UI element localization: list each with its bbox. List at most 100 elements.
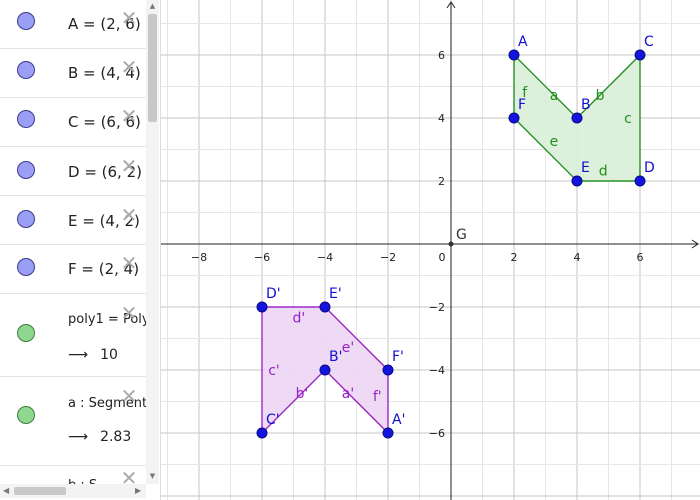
delete-icon[interactable]: ✕ (120, 466, 138, 490)
coordinate-plane[interactable]: −8 −6 −4 −2 0 2 4 6 6 4 2 −2 −4 −6 a b c d e f A B C D E Fa' b' c' d… (161, 0, 700, 500)
point-marker (571, 112, 583, 124)
value-text: 10 (100, 347, 118, 363)
y-tick-label: 2 (438, 175, 445, 188)
algebra-value: ⟶ 2.83 (68, 429, 131, 445)
scrollbar-thumb[interactable] (14, 487, 66, 495)
horizontal-scrollbar[interactable]: ◀ ▶ (0, 484, 146, 498)
algebra-expression[interactable]: F = (2, 4) (68, 260, 140, 278)
delete-icon[interactable]: ✕ (120, 384, 138, 408)
algebra-expression[interactable]: D = (6, 2) (68, 163, 142, 181)
polygon-edge (513, 54, 578, 119)
point-label: F (518, 97, 526, 113)
y-tick-label: 4 (438, 112, 445, 125)
point-marker (319, 301, 331, 313)
arrow-icon: ⟶ (68, 429, 89, 445)
algebra-expression[interactable]: poly1 = Polygon (68, 312, 146, 327)
delete-icon[interactable]: ✕ (120, 154, 138, 178)
visibility-toggle-icon[interactable] (17, 161, 35, 179)
point-marker (256, 427, 268, 439)
algebra-row-D[interactable]: D = (6, 2) ✕ (0, 147, 146, 196)
x-tick-label: 2 (511, 251, 518, 264)
x-tick-label: 0 (439, 251, 446, 264)
visibility-toggle-icon[interactable] (17, 12, 35, 30)
algebra-row-C[interactable]: C = (6, 6) ✕ (0, 98, 146, 147)
scroll-left-icon[interactable]: ◀ (3, 486, 10, 495)
delete-icon[interactable]: ✕ (120, 203, 138, 227)
delete-icon[interactable]: ✕ (120, 6, 138, 30)
algebra-expression[interactable]: E = (4, 2) (68, 212, 140, 230)
x-tick-label: −4 (317, 251, 333, 264)
algebra-row-A[interactable]: A = (2, 6) ✕ (0, 0, 146, 49)
segment-label: e (550, 134, 559, 150)
y-tick-label: −6 (429, 427, 445, 440)
point-label: B' (329, 349, 342, 365)
point-marker (571, 175, 583, 187)
segment-label: c' (268, 363, 280, 379)
polygon-edge (324, 369, 389, 434)
arrow-icon: ⟶ (68, 347, 89, 363)
x-tick-label: −2 (380, 251, 396, 264)
point-label: F' (392, 349, 404, 365)
origin-label: G (456, 227, 467, 243)
visibility-toggle-icon[interactable] (17, 110, 35, 128)
algebra-row-a[interactable]: a : Segment ⟶ 2.83 ✕ (0, 377, 146, 466)
segment-label: a' (342, 386, 354, 402)
algebra-row-B[interactable]: B = (4, 4) ✕ (0, 49, 146, 98)
segment-label: d (599, 163, 608, 179)
segment-label: b' (296, 386, 309, 402)
origin-point (448, 241, 454, 247)
scroll-up-icon[interactable]: ▲ (149, 2, 156, 10)
scrollbar-thumb[interactable] (148, 14, 157, 122)
segment-label: f' (373, 389, 382, 405)
point-label: C' (266, 412, 280, 428)
algebra-expression[interactable]: B = (4, 4) (68, 64, 141, 82)
point-label: C (644, 34, 654, 50)
algebra-expression[interactable]: a : Segment (68, 396, 146, 411)
scroll-down-icon[interactable]: ▼ (149, 472, 156, 480)
algebra-view: A = (2, 6) ✕ B = (4, 4) ✕ C = (6, 6) ✕ D… (0, 0, 161, 500)
y-tick-label: −2 (429, 301, 445, 314)
polygon-edge (324, 306, 389, 371)
point-label: D (644, 160, 655, 176)
x-tick-label: 4 (574, 251, 581, 264)
point-marker (634, 175, 646, 187)
algebra-row-F[interactable]: F = (2, 4) ✕ (0, 245, 146, 294)
point-marker (319, 364, 331, 376)
point-label: E' (329, 286, 342, 302)
point-marker (382, 427, 394, 439)
visibility-toggle-icon[interactable] (17, 406, 35, 424)
scroll-right-icon[interactable]: ▶ (135, 486, 142, 495)
x-tick-label: 6 (637, 251, 644, 264)
point-label: A' (392, 412, 405, 428)
point-marker (508, 49, 520, 61)
point-label: A (518, 34, 528, 50)
delete-icon[interactable]: ✕ (120, 55, 138, 79)
delete-icon[interactable]: ✕ (120, 104, 138, 128)
segment-label: a (550, 88, 559, 104)
algebra-expression[interactable]: A = (2, 6) (68, 15, 141, 33)
algebra-value: ⟶ 10 (68, 347, 118, 363)
point-marker (508, 112, 520, 124)
visibility-toggle-icon[interactable] (17, 324, 35, 342)
vertical-scrollbar[interactable]: ▲ ▼ (146, 0, 159, 484)
point-marker (634, 49, 646, 61)
segment-label: e' (342, 340, 354, 356)
polygon-edge (261, 369, 326, 434)
segment-label: d' (292, 311, 305, 327)
algebra-expression[interactable]: C = (6, 6) (68, 113, 141, 131)
polygon-edge (576, 54, 641, 119)
delete-icon[interactable]: ✕ (120, 251, 138, 275)
visibility-toggle-icon[interactable] (17, 258, 35, 276)
visibility-toggle-icon[interactable] (17, 61, 35, 79)
value-text: 2.83 (100, 429, 132, 445)
algebra-row-poly1[interactable]: poly1 = Polygon ⟶ 10 ✕ (0, 294, 146, 377)
segment-label: c (624, 111, 632, 127)
visibility-toggle-icon[interactable] (17, 210, 35, 228)
point-marker (256, 301, 268, 313)
polygon-edge (513, 117, 578, 182)
y-tick-label: −4 (429, 364, 445, 377)
algebra-row-E[interactable]: E = (4, 2) ✕ (0, 196, 146, 245)
y-axis-arrow-icon (446, 1, 456, 9)
delete-icon[interactable]: ✕ (120, 301, 138, 325)
